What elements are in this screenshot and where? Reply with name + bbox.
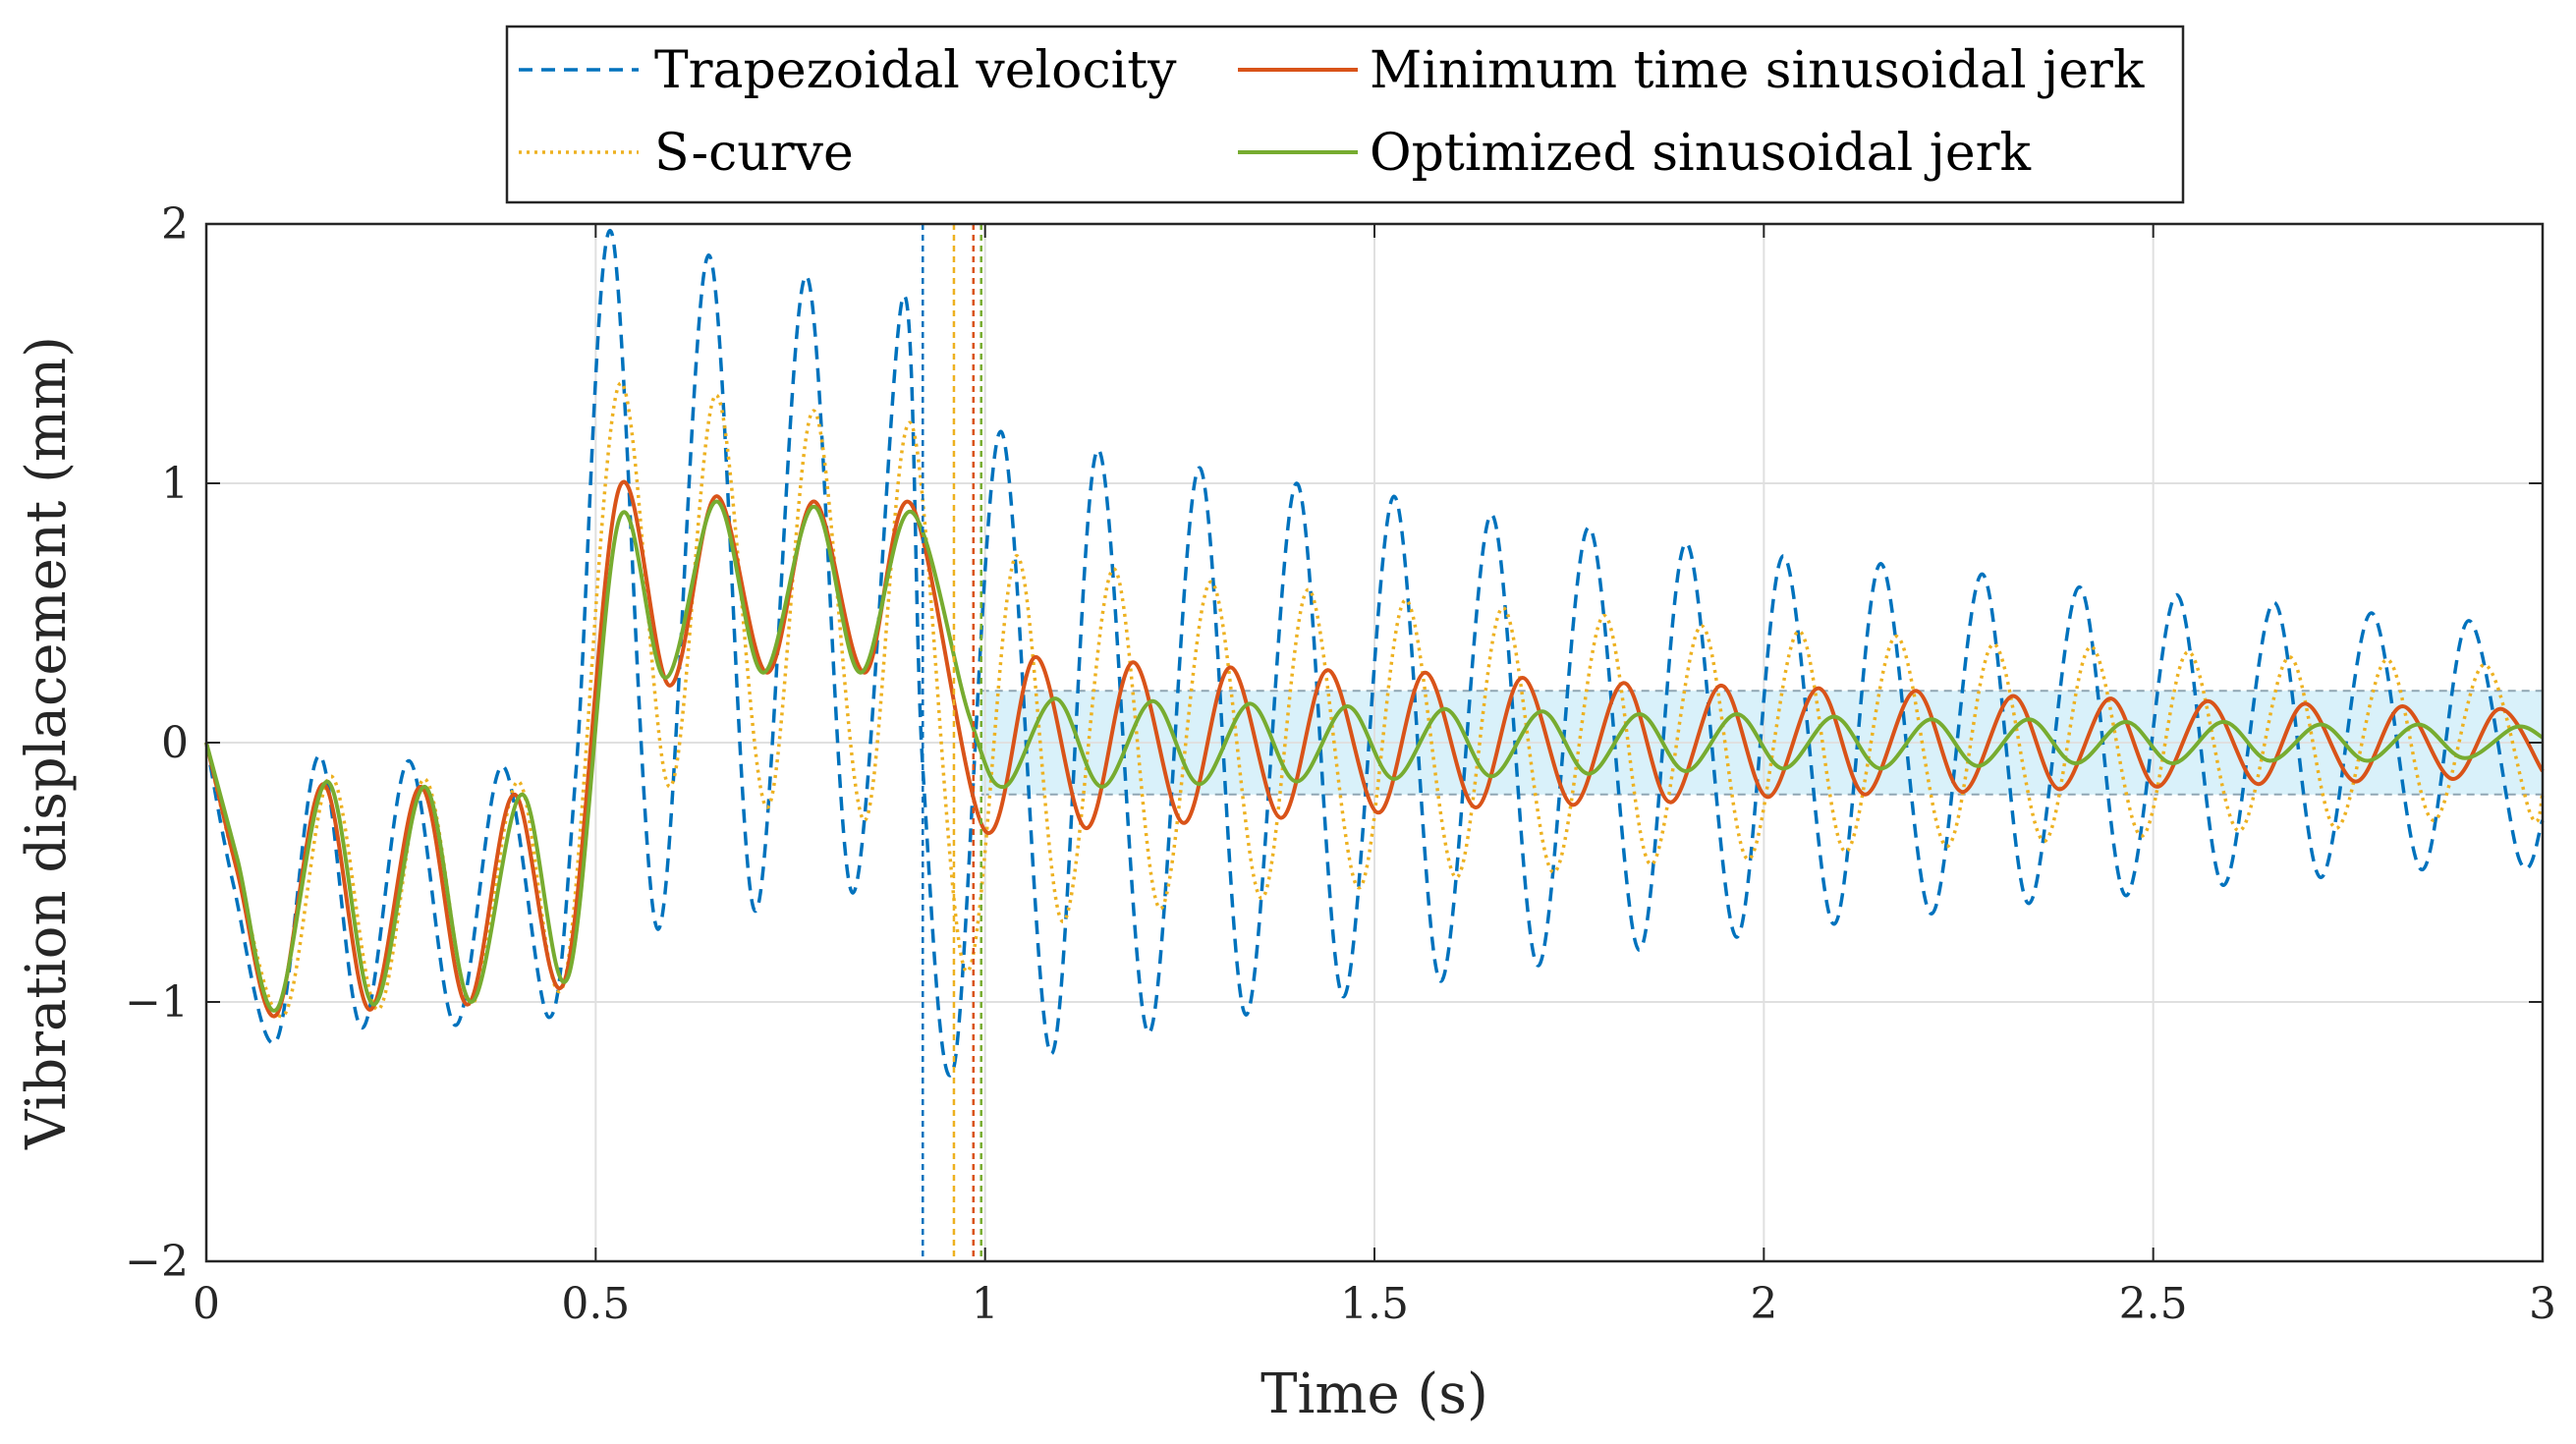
x-tick-label: 2: [1750, 1279, 1777, 1329]
legend-label-optimized-sinusoidal-jerk: Optimized sinusoidal jerk: [1370, 124, 2031, 183]
y-tick-label: 2: [161, 199, 189, 250]
legend-box: [505, 25, 2185, 204]
y-axis-title: Vibration displacement (mm): [15, 336, 79, 1150]
x-tick-label: 1.5: [1340, 1279, 1409, 1329]
legend-label-s-curve: S-curve: [654, 124, 854, 183]
axis-ticks: 0 0.5 1 1.5 2 2.5 3 −2 −1 0 1 2: [125, 199, 2556, 1329]
x-axis-title: Time (s): [1260, 1362, 1488, 1426]
x-tick-label: 3: [2529, 1279, 2556, 1329]
series-line-minimum-time-sinusoidal-jerk: [204, 479, 2545, 1019]
settling-time-markers: [922, 224, 982, 1261]
series-line-trapezoidal-velocity: [204, 229, 2545, 1078]
series-line-s-curve: [204, 381, 2545, 1019]
legend-label-min-time-sinusoidal-jerk: Minimum time sinusoidal jerk: [1370, 41, 2145, 100]
series-layer: [204, 229, 2545, 1078]
y-tick-label: −2: [125, 1237, 189, 1287]
x-tick-label: 1: [972, 1279, 999, 1329]
series-line-optimized-sinusoidal-jerk: [204, 499, 2544, 1013]
x-tick-label: 0: [193, 1279, 220, 1329]
x-tick-label: 0.5: [561, 1279, 630, 1329]
y-tick-label: 1: [161, 459, 189, 509]
y-tick-label: −1: [125, 977, 189, 1027]
legend: Trapezoidal velocity S-curve Minimum tim…: [505, 25, 2185, 204]
x-tick-label: 2.5: [2119, 1279, 2188, 1329]
y-tick-label: 0: [161, 718, 189, 768]
legend-label-trapezoidal: Trapezoidal velocity: [654, 41, 1177, 100]
